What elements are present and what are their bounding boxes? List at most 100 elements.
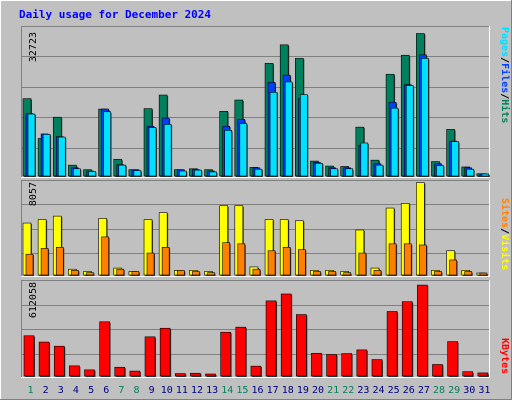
bar-pages-day-19 [300, 94, 308, 177]
day-label-1: 1 [28, 385, 34, 396]
day-label-25: 25 [388, 385, 400, 396]
day-label-7: 7 [118, 385, 124, 396]
bar-sites-day-4 [71, 270, 79, 276]
bar-kbytes-day-6 [99, 321, 110, 377]
bar-kbytes-day-25 [386, 311, 398, 377]
day-label-9: 9 [149, 385, 155, 396]
bar-kbytes-day-11 [174, 373, 186, 377]
bar-pages-day-13 [209, 171, 217, 177]
bar-sites-day-15 [237, 243, 246, 276]
legend-middle: Sites/Visits [499, 198, 511, 270]
bar-sites-day-16 [252, 268, 261, 276]
bar-pages-day-27 [421, 58, 429, 177]
legend-entry: / [499, 57, 510, 63]
day-label-27: 27 [418, 385, 430, 396]
bar-kbytes-day-20 [311, 352, 322, 377]
legend-entry: Hits [499, 99, 511, 123]
bar-kbytes-day-28 [432, 364, 443, 377]
bar-sites-day-7 [116, 268, 125, 276]
bar-sites-day-27 [419, 244, 427, 276]
bar-sites-day-28 [434, 271, 442, 276]
bar-kbytes-day-31 [477, 372, 489, 377]
bar-pages-day-28 [436, 165, 444, 177]
legend-entry: Files [499, 63, 511, 93]
bar-kbytes-day-23 [356, 349, 368, 377]
bar-sites-day-12 [192, 271, 200, 276]
bar-pages-day-21 [330, 168, 338, 177]
bar-kbytes-day-21 [326, 354, 337, 377]
day-label-15: 15 [236, 385, 248, 396]
legend-top: Pages/Files/Hits [499, 27, 511, 123]
day-label-21: 21 [327, 385, 339, 396]
day-label-4: 4 [73, 385, 79, 396]
bar-sites-day-22 [343, 272, 352, 276]
bar-sites-day-14 [222, 242, 230, 276]
bar-sites-day-18 [282, 246, 291, 276]
day-label-12: 12 [191, 385, 203, 396]
bar-pages-day-22 [345, 168, 354, 177]
legend-entry: KBytes [499, 338, 510, 374]
bar-kbytes-day-27 [417, 284, 428, 377]
bar-sites-day-8 [131, 271, 140, 276]
legend-entry: Visits [499, 234, 511, 270]
bar-pages-day-6 [103, 111, 111, 177]
bar-kbytes-day-15 [235, 326, 247, 377]
bar-sites-day-21 [328, 271, 336, 276]
bar-kbytes-day-19 [296, 314, 307, 377]
bar-sites-day-29 [449, 259, 457, 276]
day-label-23: 23 [357, 385, 369, 396]
bar-pages-day-2 [42, 134, 51, 177]
legend-entry: Sites [499, 198, 511, 228]
bar-kbytes-day-26 [401, 301, 413, 377]
bar-pages-day-29 [451, 141, 459, 177]
bar-pages-day-16 [254, 168, 263, 177]
bar-kbytes-day-30 [462, 371, 474, 377]
bar-sites-day-20 [313, 271, 321, 276]
bar-pages-day-25 [390, 107, 399, 177]
day-label-26: 26 [403, 385, 415, 396]
day-label-5: 5 [88, 385, 94, 396]
legend-entry: Pages [499, 27, 510, 57]
bar-kbytes-day-14 [220, 331, 231, 377]
bar-pages-day-11 [178, 170, 187, 177]
top-max-label: 32723 [28, 32, 39, 62]
bar-kbytes-day-4 [69, 365, 80, 377]
bar-kbytes-day-9 [144, 336, 156, 377]
bar-kbytes-day-8 [129, 370, 141, 377]
day-labels: 1 2 3 4 5 6 7 8 9 10 11 12 13 14 15 16 17 18 19 20 21 22 23 24 2… [28, 385, 491, 396]
bar-sites-day-25 [388, 243, 397, 276]
day-label-17: 17 [267, 385, 279, 396]
day-label-6: 6 [103, 385, 109, 396]
day-label-10: 10 [161, 385, 173, 396]
bar-pages-day-1 [27, 113, 36, 177]
bar-kbytes-day-29 [447, 341, 458, 377]
panel-kbytes [21, 280, 490, 378]
day-label-8: 8 [133, 385, 139, 396]
bar-sites-day-31 [479, 272, 488, 276]
day-label-29: 29 [448, 385, 460, 396]
panel-visits-sites [21, 180, 490, 277]
bar-pages-day-5 [88, 171, 96, 177]
panel-hits-files-pages [21, 26, 490, 178]
bar-sites-day-19 [298, 249, 306, 276]
bar-pages-day-24 [375, 164, 384, 177]
chart-title: Daily usage for December 2024 [19, 8, 211, 21]
bar-sites-day-13 [207, 272, 215, 276]
bar-sites-day-26 [403, 243, 412, 276]
bar-pages-day-14 [224, 130, 232, 177]
bar-sites-day-23 [358, 252, 367, 276]
bar-kbytes-day-18 [280, 293, 292, 377]
legend-entry: / [499, 228, 510, 234]
bar-kbytes-day-24 [371, 359, 383, 377]
day-label-28: 28 [433, 385, 445, 396]
bar-kbytes-day-3 [53, 345, 65, 377]
bar-pages-day-17 [269, 92, 278, 177]
day-label-16: 16 [251, 385, 263, 396]
bar-pages-day-10 [163, 124, 172, 177]
bar-sites-day-11 [176, 270, 185, 276]
day-label-30: 30 [463, 385, 475, 396]
bar-pages-day-18 [284, 81, 293, 177]
bar-pages-day-26 [405, 85, 414, 177]
bar-pages-day-20 [315, 163, 323, 177]
bar-kbytes-day-2 [38, 341, 50, 377]
